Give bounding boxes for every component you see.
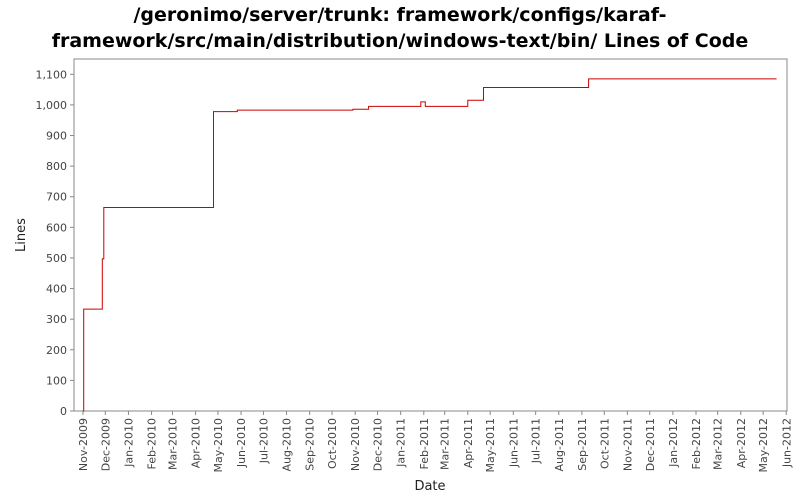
x-tick-label: Oct-2010 (326, 418, 339, 469)
series-line (82, 78, 777, 412)
y-tick-label: 500 (46, 252, 67, 265)
x-tick-label: Nov-2010 (349, 418, 362, 471)
chart-title-line-2: framework/src/main/distribution/windows-… (51, 30, 749, 52)
x-tick-label: May-2010 (212, 418, 225, 473)
x-tick-label: Feb-2012 (690, 418, 703, 469)
x-tick-label: Jun-2010 (235, 418, 248, 468)
x-tick-label: Apr-2012 (735, 418, 748, 468)
x-tick-label: Jun-2011 (507, 418, 520, 468)
x-tick-label: Apr-2011 (462, 418, 475, 468)
y-axis: 0 100 200 300 400 500 600 700 800 900 1,000 1,100 (36, 68, 74, 418)
x-tick-label: Dec-2009 (99, 418, 112, 471)
x-tick-label: Apr-2010 (190, 418, 203, 468)
y-tick-label: 400 (46, 283, 67, 296)
x-tick-label: Jul-2011 (530, 418, 543, 464)
y-tick-label: 200 (46, 344, 67, 357)
x-tick-label: Feb-2010 (146, 418, 159, 469)
y-tick-label: 0 (60, 405, 67, 418)
x-tick-label: Dec-2011 (644, 418, 657, 471)
x-tick-label: Sep-2010 (304, 418, 317, 471)
x-tick-label: Nov-2011 (621, 418, 634, 471)
y-tick-label: 700 (46, 191, 67, 204)
x-tick-label: Aug-2010 (281, 418, 294, 471)
plot-area (73, 58, 788, 412)
x-tick-label: Mar-2010 (166, 418, 179, 470)
x-tick-label: Oct-2011 (598, 418, 611, 469)
x-tick-label: Mar-2011 (439, 418, 452, 470)
y-tick-label: 1,100 (36, 68, 68, 81)
chart-title-line-1: /geronimo/server/trunk: framework/config… (133, 4, 667, 26)
chart-title: /geronimo/server/trunk: framework/config… (0, 2, 800, 54)
x-tick-label: Jan-2012 (667, 418, 680, 468)
y-axis-title: Lines (14, 218, 29, 252)
series-layer (82, 78, 777, 412)
x-tick-label: Jun-2012 (780, 418, 793, 468)
x-tick-label: Dec-2010 (372, 418, 385, 471)
x-axis: Nov-2009 Dec-2009 Jan-2010 Feb-2010 Mar-2010… (77, 411, 793, 473)
x-tick-label: Nov-2009 (77, 418, 90, 471)
x-axis-title: Date (414, 479, 445, 494)
y-tick-label: 1,000 (36, 99, 68, 112)
x-tick-label: Aug-2011 (553, 418, 566, 471)
x-tick-label: May-2011 (484, 418, 497, 473)
y-tick-label: 300 (46, 313, 67, 326)
y-tick-label: 100 (46, 374, 67, 387)
y-tick-label: 800 (46, 160, 67, 173)
x-tick-label: Jul-2010 (257, 418, 270, 464)
x-tick-label: Jan-2010 (122, 418, 135, 468)
y-tick-label: 900 (46, 130, 67, 143)
y-tick-label: 600 (46, 221, 67, 234)
x-tick-label: Mar-2012 (712, 418, 725, 470)
x-tick-label: Jan-2011 (395, 418, 408, 468)
x-tick-label: May-2012 (757, 418, 770, 473)
x-tick-label: Sep-2011 (576, 418, 589, 471)
x-tick-label: Feb-2011 (418, 418, 431, 469)
